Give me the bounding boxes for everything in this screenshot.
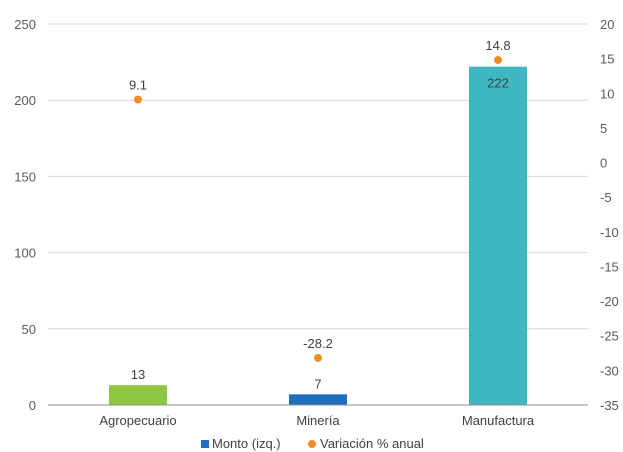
data-point [314,353,322,362]
bar [469,66,527,405]
bar [289,394,347,405]
left-tick-label: 0 [29,398,36,413]
category-label: Minería [296,413,340,428]
legend-swatch-point [308,440,316,448]
category-labels: Agropecuario Minería Manufactura [99,413,535,428]
bar [109,385,167,405]
right-tick-label: -5 [600,190,612,205]
bar-data-label: 222 [487,76,509,91]
category-label: Manufactura [462,413,535,428]
right-tick-label: 5 [600,121,607,136]
point-data-label: -28.2 [303,336,333,351]
right-tick-label: -30 [600,363,619,378]
right-tick-label: 0 [600,156,607,171]
bar-data-label: 7 [314,376,321,391]
bar-series: 13 7 222 [109,66,527,405]
right-tick-label: -35 [600,398,619,413]
right-tick-label: -20 [600,294,619,309]
legend-label-bar: Monto (izq.) [212,436,281,451]
left-tick-label: 100 [14,246,36,261]
legend: Monto (izq.) Variación % anual [201,436,424,451]
legend-swatch-bar [201,440,209,448]
category-label: Agropecuario [99,413,176,428]
legend-label-point: Variación % anual [320,436,424,451]
data-point [134,95,142,104]
right-tick-label: -10 [600,225,619,240]
point-series: 9.1 -28.2 14.8 [129,38,511,362]
left-tick-label: 200 [14,93,36,108]
right-tick-label: -25 [600,329,619,344]
left-axis-ticks: 0 50 100 150 200 250 [14,17,36,413]
point-data-label: 14.8 [485,38,510,53]
bar-data-label: 13 [131,367,145,382]
left-tick-label: 150 [14,169,36,184]
left-tick-label: 250 [14,17,36,32]
right-axis-ticks: -35 -30 -25 -20 -15 -10 -5 0 5 10 15 20 [600,17,619,413]
point-data-label: 9.1 [129,78,147,93]
data-point [494,56,502,65]
right-tick-label: -15 [600,259,619,274]
left-tick-label: 50 [22,322,36,337]
right-tick-label: 20 [600,17,614,32]
right-tick-label: 15 [600,52,614,67]
right-tick-label: 10 [600,86,614,101]
